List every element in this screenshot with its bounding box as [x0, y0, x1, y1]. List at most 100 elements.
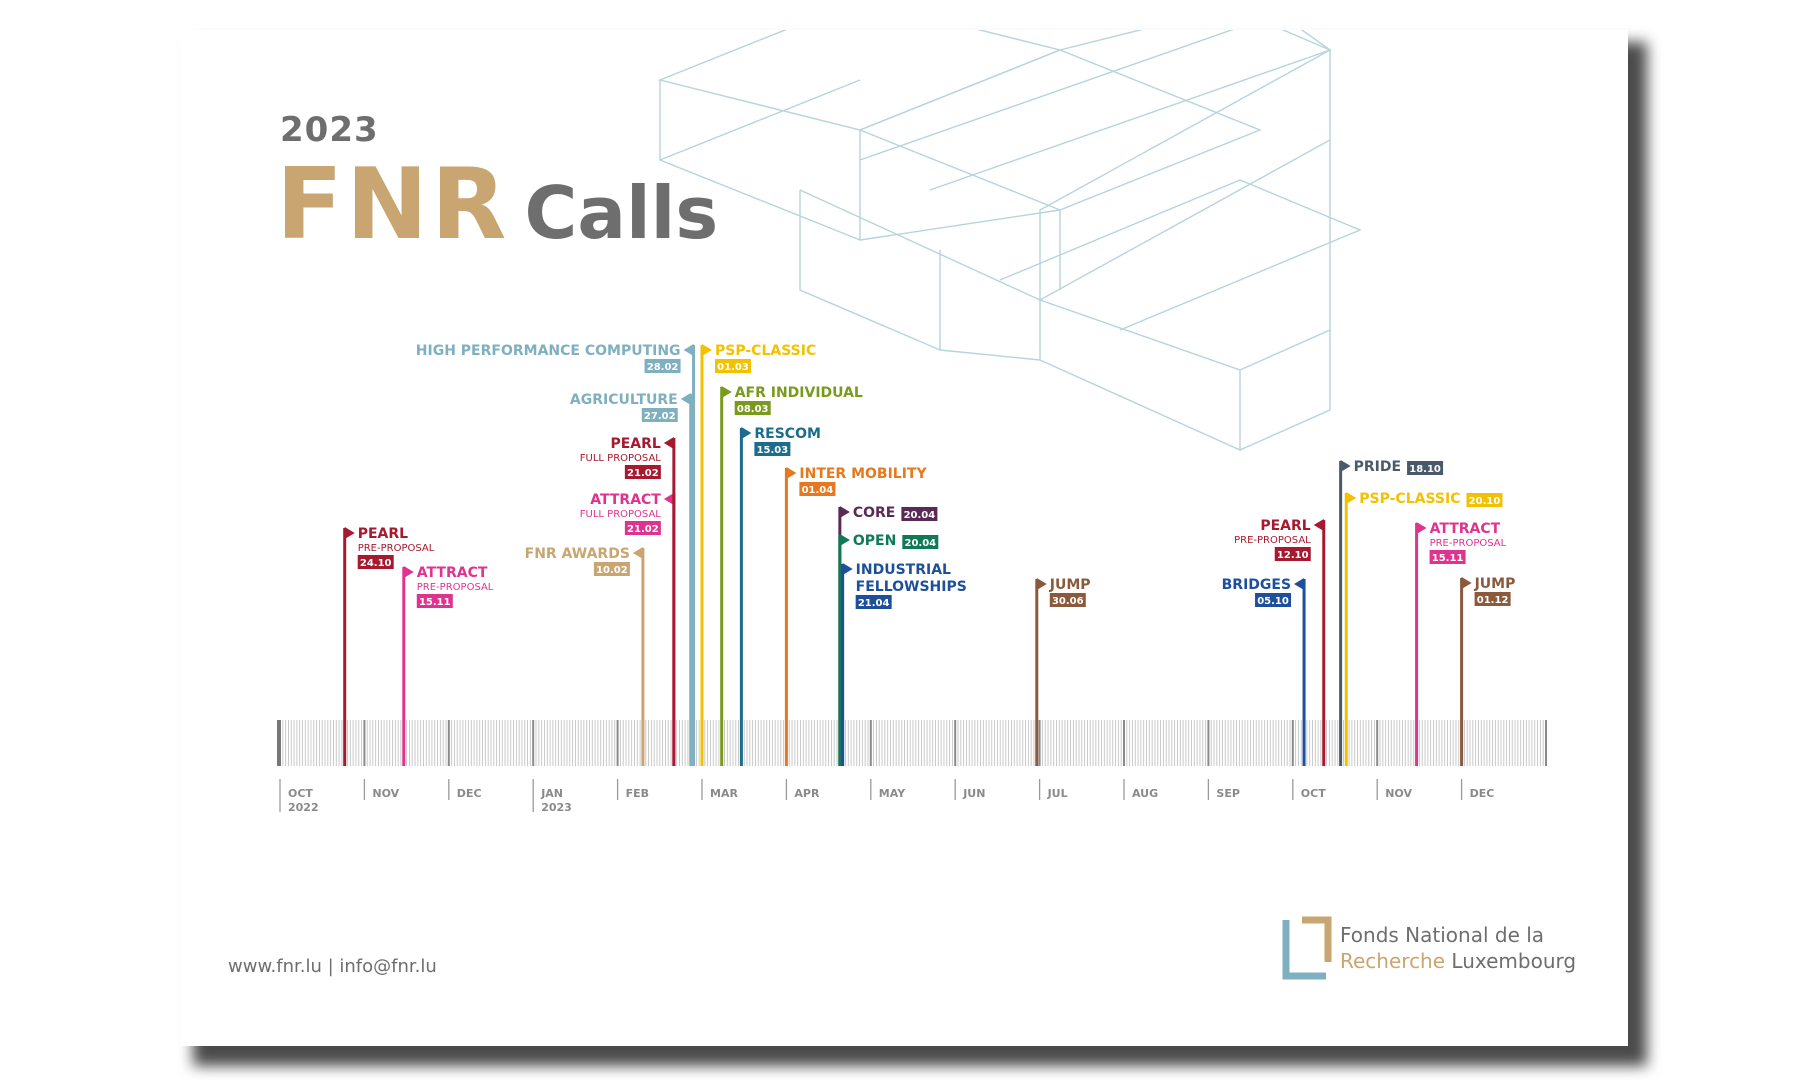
ruler-start	[277, 720, 281, 766]
call-date-badge	[901, 507, 938, 521]
month-label: MAR	[710, 787, 738, 800]
call-date: 05.10	[1257, 596, 1289, 607]
call-date-badge	[715, 359, 751, 373]
month-label: NOV	[372, 787, 399, 800]
call-flag-icon	[839, 506, 850, 518]
call-name: JUMP	[1049, 577, 1091, 593]
call-date-badge	[644, 359, 681, 373]
title-fnr: FNR	[276, 148, 510, 262]
call-date: 21.02	[627, 468, 659, 479]
call-flag-icon	[721, 386, 732, 398]
month-label: AUG	[1132, 787, 1158, 800]
call-flag-icon	[1346, 492, 1357, 504]
org-line-1: Fonds National de la	[1340, 923, 1545, 947]
month-label: JAN	[540, 787, 563, 800]
call-date-badge	[624, 465, 661, 479]
month-label: NOV	[1385, 787, 1412, 800]
call-flag-icon	[1340, 460, 1351, 472]
call-date: 28.02	[647, 362, 679, 373]
call-flag-icon	[1416, 522, 1427, 534]
call-name: AFR INDIVIDUAL	[735, 385, 863, 401]
call-name: ATTRACT	[417, 565, 488, 581]
month-label: SEP	[1216, 787, 1240, 800]
call-date-badge	[1466, 493, 1503, 507]
call-name: ATTRACT	[1430, 521, 1501, 537]
call-flag-icon	[680, 393, 691, 405]
org-line-2a: Recherche	[1340, 949, 1446, 973]
call-date: 21.02	[627, 524, 659, 535]
call-date: 01.12	[1477, 595, 1509, 606]
call-flag-icon	[663, 493, 674, 505]
call-name: CORE	[853, 505, 896, 521]
call-flag-icon	[403, 566, 414, 578]
call-name: OPEN	[853, 533, 896, 549]
call-flag-icon	[1461, 577, 1472, 589]
call-date: 08.03	[737, 404, 769, 415]
title-calls: Calls	[524, 171, 719, 255]
call-subtitle: PRE-PROPOSAL	[358, 543, 435, 554]
call-date-badge	[416, 594, 453, 608]
month-label: DEC	[1470, 787, 1495, 800]
call-date: 20.10	[1469, 496, 1501, 507]
call-date-badge	[1255, 593, 1292, 607]
month-label: JUL	[1047, 787, 1068, 800]
call-flag-icon	[1294, 578, 1305, 590]
month-label: APR	[794, 787, 820, 800]
call-flag-icon	[741, 427, 752, 439]
contact-links[interactable]: www.fnr.lu | info@fnr.lu	[228, 956, 437, 977]
call-name: PEARL	[358, 526, 408, 542]
call-subtitle: FELLOWSHIPS	[856, 579, 967, 595]
call-name: PSP-CLASSIC	[715, 343, 816, 359]
call-name: PSP-CLASSIC	[1359, 491, 1460, 507]
call-date-badge	[624, 521, 661, 535]
call-flag-icon	[786, 467, 797, 479]
call-date: 15.11	[419, 597, 451, 608]
call-flag-icon	[632, 547, 643, 559]
call-date: 21.04	[858, 598, 890, 609]
call-subtitle: FULL PROPOSAL	[580, 453, 662, 464]
call-name: HIGH PERFORMANCE COMPUTING	[416, 343, 681, 359]
call-name: FNR AWARDS	[525, 546, 630, 562]
month-year: 2023	[541, 801, 572, 814]
calendar-card: 2023 FNR Calls OCT 2022 NOV DEC JAN 2023 FEB MA…	[180, 30, 1628, 1046]
call-name: PEARL	[610, 436, 660, 452]
call-date: 12.10	[1277, 550, 1309, 561]
call-date-badge	[799, 482, 836, 496]
call-name: PRIDE	[1354, 459, 1401, 475]
call-date: 20.04	[904, 510, 936, 521]
call-flag-icon	[1036, 578, 1047, 590]
call-date: 10.02	[596, 565, 628, 576]
call-flag-icon	[702, 344, 712, 356]
call-date: 01.04	[802, 485, 834, 496]
call-flag-icon	[842, 563, 853, 575]
call-flag-icon	[839, 534, 850, 546]
call-date: 15.03	[757, 445, 789, 456]
call-date-badge	[357, 555, 394, 569]
page-title: FNR Calls	[276, 148, 718, 262]
call-date: 27.02	[644, 411, 676, 422]
call-flag-icon	[663, 437, 674, 449]
call-date-badge	[593, 562, 630, 576]
call-flag-icon	[1313, 519, 1324, 531]
call-date-badge	[734, 401, 771, 415]
call-date-badge	[1049, 593, 1086, 607]
call-name: INTER MOBILITY	[799, 466, 927, 482]
call-date-badge	[1407, 461, 1444, 475]
month-label: OCT	[288, 787, 313, 800]
call-flag-icon	[344, 527, 355, 539]
month-label: FEB	[626, 787, 649, 800]
month-year: 2022	[288, 801, 319, 814]
call-name: RESCOM	[754, 426, 821, 442]
org-line-2b: Luxembourg	[1451, 949, 1577, 973]
call-name: ATTRACT	[590, 492, 661, 508]
call-date-badge	[1429, 550, 1466, 564]
call-name: PEARL	[1260, 518, 1310, 534]
month-label: MAY	[879, 787, 906, 800]
call-name: AGRICULTURE	[570, 392, 678, 408]
call-name: INDUSTRIAL	[856, 562, 951, 578]
call-date: 20.04	[904, 538, 936, 549]
month-label: JUN	[962, 787, 985, 800]
call-subtitle: PRE-PROPOSAL	[1430, 538, 1507, 549]
